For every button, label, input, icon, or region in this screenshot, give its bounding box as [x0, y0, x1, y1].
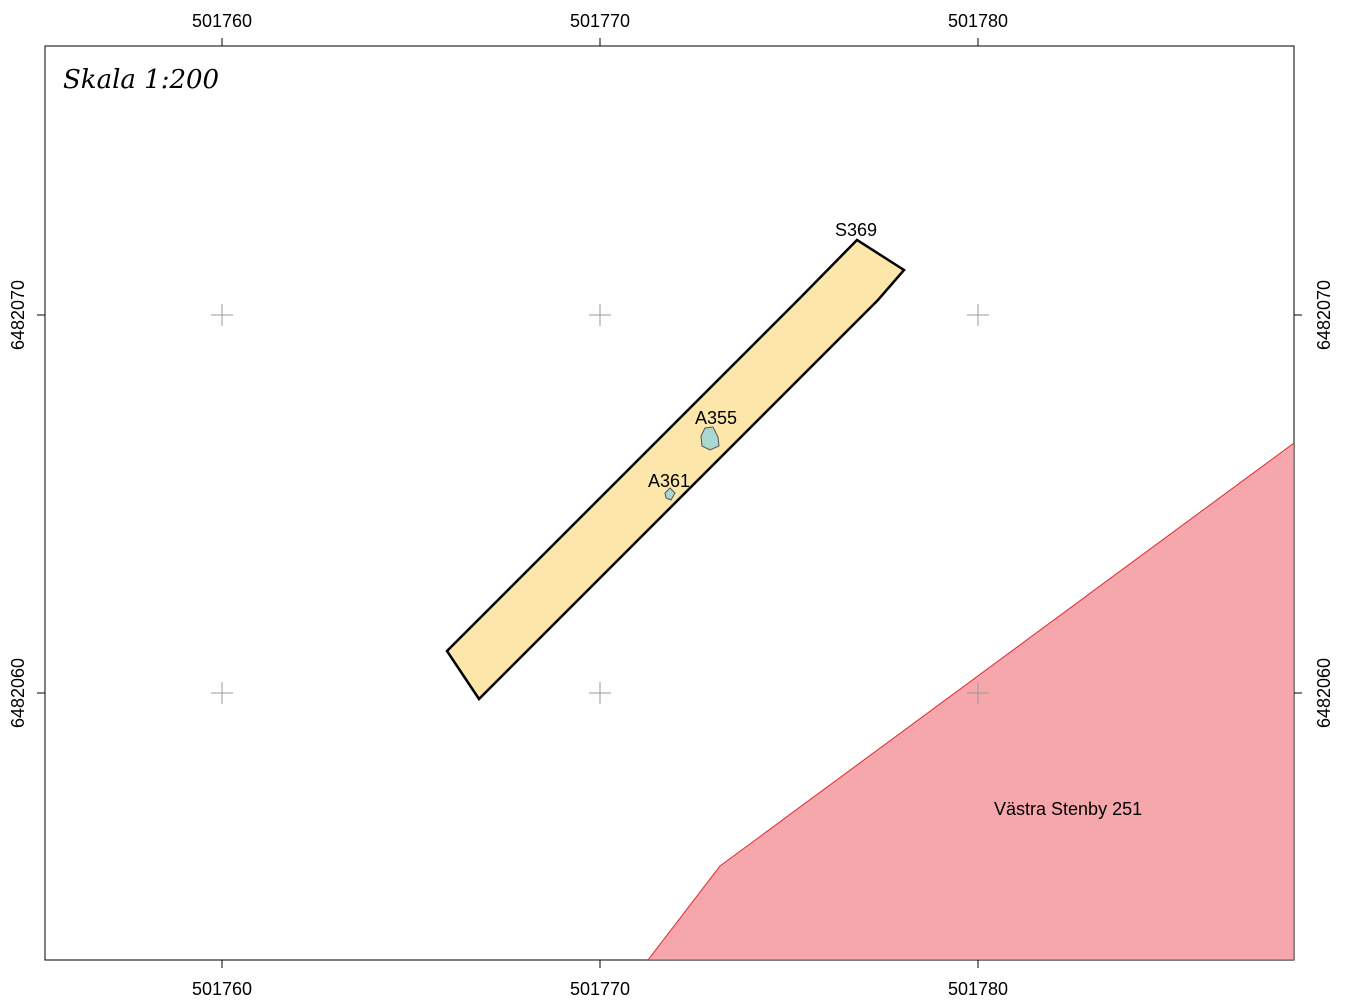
x-tick-label-bottom-501770: 501770 [570, 979, 630, 999]
property-label: Västra Stenby 251 [994, 799, 1142, 819]
frame-ticks [37, 38, 1302, 968]
feature-a355-label: A355 [695, 408, 737, 428]
scale-label: Skala 1:200 [63, 65, 219, 95]
y-tick-label-right-6482070: 6482070 [1314, 280, 1334, 350]
feature-a355-polygon [700, 426, 720, 451]
x-tick-label-top-501770: 501770 [570, 11, 630, 31]
y-tick-label-right-6482060: 6482060 [1314, 658, 1334, 728]
grid-crosses [211, 304, 989, 704]
trench-s369-label: S369 [835, 220, 877, 240]
x-tick-label-bottom-501780: 501780 [948, 979, 1008, 999]
feature-a361-polygon [664, 487, 676, 501]
trench-s369-polygon [445, 238, 906, 701]
y-tick-label-left-6482060: 6482060 [8, 658, 28, 728]
x-tick-label-bottom-501760: 501760 [192, 979, 252, 999]
y-tick-label-left-6482070: 6482070 [8, 280, 28, 350]
x-tick-label-top-501780: 501780 [948, 11, 1008, 31]
property-polygon [647, 442, 1294, 960]
feature-a361-label: A361 [648, 471, 690, 491]
x-tick-label-top-501760: 501760 [192, 11, 252, 31]
